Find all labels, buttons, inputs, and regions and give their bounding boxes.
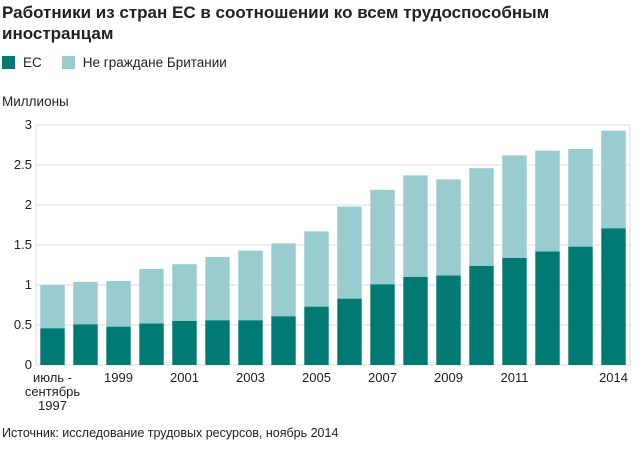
x-tick-label-line: сентябрь (25, 384, 81, 399)
bar-non-uk (469, 168, 494, 266)
legend: ЕС Не граждане Британии (2, 53, 247, 71)
x-tick-label: 2009 (434, 370, 463, 385)
legend-item-eu: ЕС (2, 55, 42, 70)
bar-eu (172, 321, 197, 365)
legend-swatch-eu (2, 55, 15, 69)
x-tick-label: июль -сентябрь 1997 (25, 370, 81, 413)
bar-non-uk (205, 257, 230, 321)
bar-eu (601, 228, 626, 365)
bar-eu (370, 284, 395, 365)
bar-non-uk (403, 175, 428, 277)
x-tick-label-line: 2005 (302, 370, 331, 385)
x-tick-label-line: 2014 (599, 370, 628, 385)
x-tick-label-line: 2009 (434, 370, 463, 385)
legend-label-non-uk: Не граждане Британии (82, 54, 227, 70)
bar-non-uk (139, 269, 164, 324)
x-tick-label-line: 2011 (501, 370, 529, 385)
x-tick-label-line: 1999 (104, 370, 133, 385)
x-tick-label-line: 2001 (170, 370, 199, 385)
bar-non-uk (436, 179, 461, 276)
bar-non-uk (172, 264, 197, 321)
chart-title: Работники из стран ЕС в соотношении ко в… (2, 3, 550, 43)
legend-label-eu: ЕС (23, 54, 42, 70)
bar-non-uk (271, 243, 296, 317)
x-tick-label-line: 2003 (236, 370, 265, 385)
x-tick-label-line: 1997 (38, 398, 67, 413)
x-tick-label: 2007 (368, 370, 397, 385)
y-tick-label: 1 (25, 277, 32, 292)
x-tick-label: 2011 (501, 370, 529, 385)
bar-eu (568, 246, 593, 365)
bar-eu (205, 320, 230, 365)
bar-non-uk (337, 206, 362, 299)
bar-eu (271, 316, 296, 365)
bar-eu (436, 275, 461, 365)
bar-eu (73, 324, 98, 365)
x-tick-label-line: 2007 (368, 370, 397, 385)
x-tick-label: 2005 (302, 370, 331, 385)
y-tick-label: 0.5 (14, 317, 32, 332)
y-tick-label: 1.5 (14, 237, 32, 252)
x-tick-label: 1999 (104, 370, 133, 385)
bar-non-uk (73, 281, 98, 325)
x-tick-label-line: июль - (33, 370, 72, 385)
bar-non-uk (568, 149, 593, 247)
bar-eu (40, 328, 65, 365)
bar-non-uk (106, 281, 131, 327)
x-tick-label: 2003 (236, 370, 265, 385)
y-tick-label: 2.5 (14, 157, 32, 172)
bar-non-uk (40, 285, 65, 329)
bar-eu (238, 320, 263, 365)
bar-eu (469, 265, 494, 365)
bar-eu (337, 298, 362, 365)
bar-eu (535, 251, 560, 365)
bar-non-uk (370, 189, 395, 285)
y-tick-label: 3 (25, 117, 32, 132)
bar-eu (139, 323, 164, 365)
bar-non-uk (238, 250, 263, 321)
bar-eu (403, 277, 428, 365)
y-tick-label: 2 (25, 197, 32, 212)
x-tick-label: 2014 (599, 370, 628, 385)
bar-eu (106, 326, 131, 365)
bar-eu (304, 306, 329, 365)
y-tick-label: 0 (25, 357, 32, 372)
legend-item-non-uk: Не граждане Британии (61, 54, 227, 70)
bar-non-uk (535, 150, 560, 252)
bar-eu (502, 257, 527, 365)
bar-non-uk (601, 130, 626, 229)
x-tick-label: 2001 (170, 370, 199, 385)
legend-swatch-non-uk (61, 55, 75, 69)
y-axis-unit-label: Миллионы (2, 94, 69, 109)
source-note: Источник: исследование трудовых ресурсов… (2, 426, 339, 440)
bar-non-uk (304, 231, 329, 307)
bar-non-uk (502, 155, 527, 258)
